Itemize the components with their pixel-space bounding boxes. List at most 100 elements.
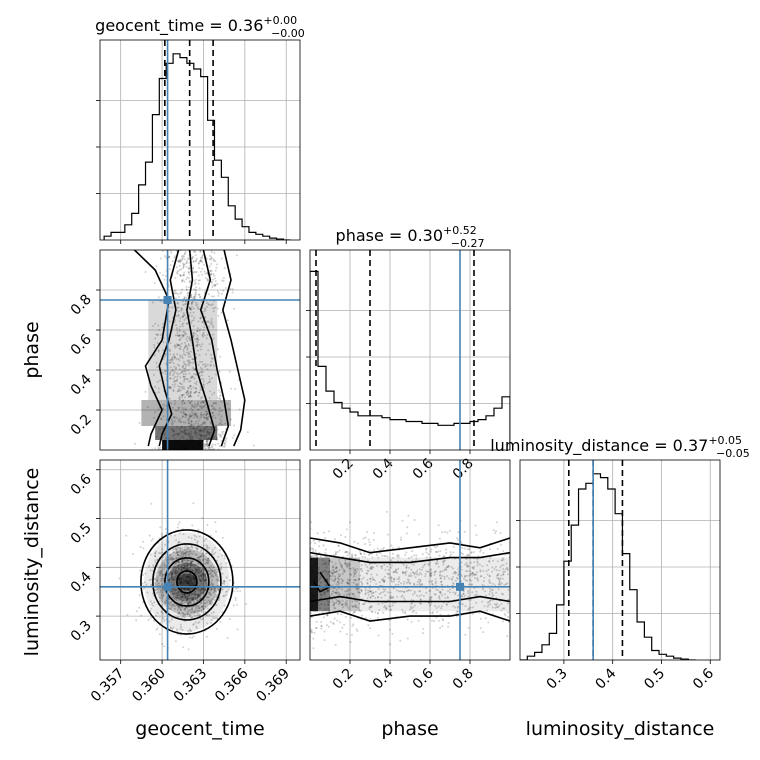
sample-point — [203, 569, 206, 572]
sample-point — [212, 566, 215, 569]
sample-point — [181, 279, 184, 282]
sample-point — [171, 604, 174, 606]
sample-point — [498, 569, 501, 572]
frame-geocent-time-vs-luminosity-distance — [99, 459, 301, 661]
sample-point — [380, 591, 382, 594]
sample-point — [347, 565, 350, 568]
sample-point — [433, 573, 436, 576]
sample-point — [477, 562, 479, 565]
sample-point — [182, 555, 185, 558]
sample-point — [194, 288, 197, 291]
sample-point — [171, 573, 174, 575]
sample-point — [211, 584, 214, 587]
sample-point — [164, 353, 167, 356]
sample-point — [199, 417, 202, 420]
sample-point — [344, 559, 347, 562]
sample-point — [482, 580, 485, 583]
sample-point — [484, 617, 487, 620]
sample-point — [382, 578, 385, 581]
sample-point — [357, 578, 360, 581]
sample-point — [207, 303, 210, 306]
sample-point — [196, 307, 199, 310]
sample-point — [202, 384, 205, 387]
sample-point — [429, 550, 432, 553]
sample-point — [215, 568, 218, 571]
sample-point — [383, 606, 386, 609]
sample-point — [177, 605, 180, 608]
sample-point — [205, 276, 208, 279]
sample-point — [181, 555, 184, 558]
sample-point — [169, 372, 171, 375]
sample-point — [411, 559, 414, 562]
sample-point — [146, 591, 149, 594]
sample-point — [177, 554, 179, 556]
sample-point — [187, 648, 190, 651]
sample-point — [209, 254, 211, 257]
sample-point — [201, 361, 204, 363]
sample-point — [467, 564, 470, 567]
sample-point — [199, 260, 202, 263]
sample-point — [199, 328, 202, 331]
sample-point — [173, 356, 176, 358]
sample-point — [442, 619, 445, 622]
sample-point — [181, 581, 184, 584]
sample-point — [183, 564, 186, 567]
sample-point — [211, 548, 214, 551]
sample-point — [195, 593, 198, 596]
sample-point — [199, 317, 202, 320]
contour-line — [176, 570, 198, 594]
sample-point — [213, 587, 216, 590]
sample-point — [197, 568, 200, 571]
sample-point — [172, 374, 175, 377]
sample-point — [386, 565, 389, 568]
sample-point — [489, 599, 492, 602]
sample-point — [404, 553, 407, 556]
sample-point — [182, 375, 185, 378]
sample-point — [479, 549, 482, 552]
sample-point — [189, 355, 192, 358]
sample-point — [381, 565, 384, 568]
sample-point — [205, 440, 208, 443]
sample-point — [447, 596, 449, 599]
sample-point — [186, 547, 188, 550]
sample-point — [220, 257, 223, 260]
sample-point — [177, 564, 180, 566]
sample-point — [185, 554, 188, 557]
x-tick-label: 0.363 — [171, 666, 211, 706]
sample-point — [218, 410, 221, 413]
sample-point — [209, 364, 212, 367]
sample-point — [196, 344, 199, 346]
sample-point — [175, 409, 177, 412]
sample-point — [369, 590, 372, 593]
sample-point — [390, 544, 393, 547]
sample-point — [356, 588, 359, 591]
sample-point — [440, 607, 443, 610]
sample-point — [174, 367, 177, 370]
sample-point — [181, 606, 184, 609]
sample-point — [186, 335, 189, 338]
sample-point — [183, 297, 186, 300]
sample-point — [182, 322, 185, 325]
sample-point — [377, 634, 380, 637]
sample-point — [369, 567, 371, 570]
sample-point — [333, 538, 336, 541]
sample-point — [188, 415, 191, 418]
sample-point — [193, 296, 195, 298]
sample-point — [415, 557, 418, 560]
sample-point — [150, 607, 152, 610]
sample-point — [199, 250, 202, 253]
sample-point — [473, 561, 476, 564]
sample-point — [335, 570, 338, 573]
sample-point — [197, 422, 199, 425]
sample-point — [497, 606, 499, 609]
sample-point — [156, 576, 159, 579]
sample-point — [185, 565, 188, 568]
sample-point — [190, 296, 193, 299]
sample-point — [405, 551, 408, 554]
sample-point — [157, 387, 160, 390]
contour-line — [140, 529, 234, 635]
sample-point — [180, 577, 183, 580]
sample-point — [393, 578, 396, 581]
sample-point — [220, 440, 223, 443]
sample-point — [334, 578, 337, 581]
